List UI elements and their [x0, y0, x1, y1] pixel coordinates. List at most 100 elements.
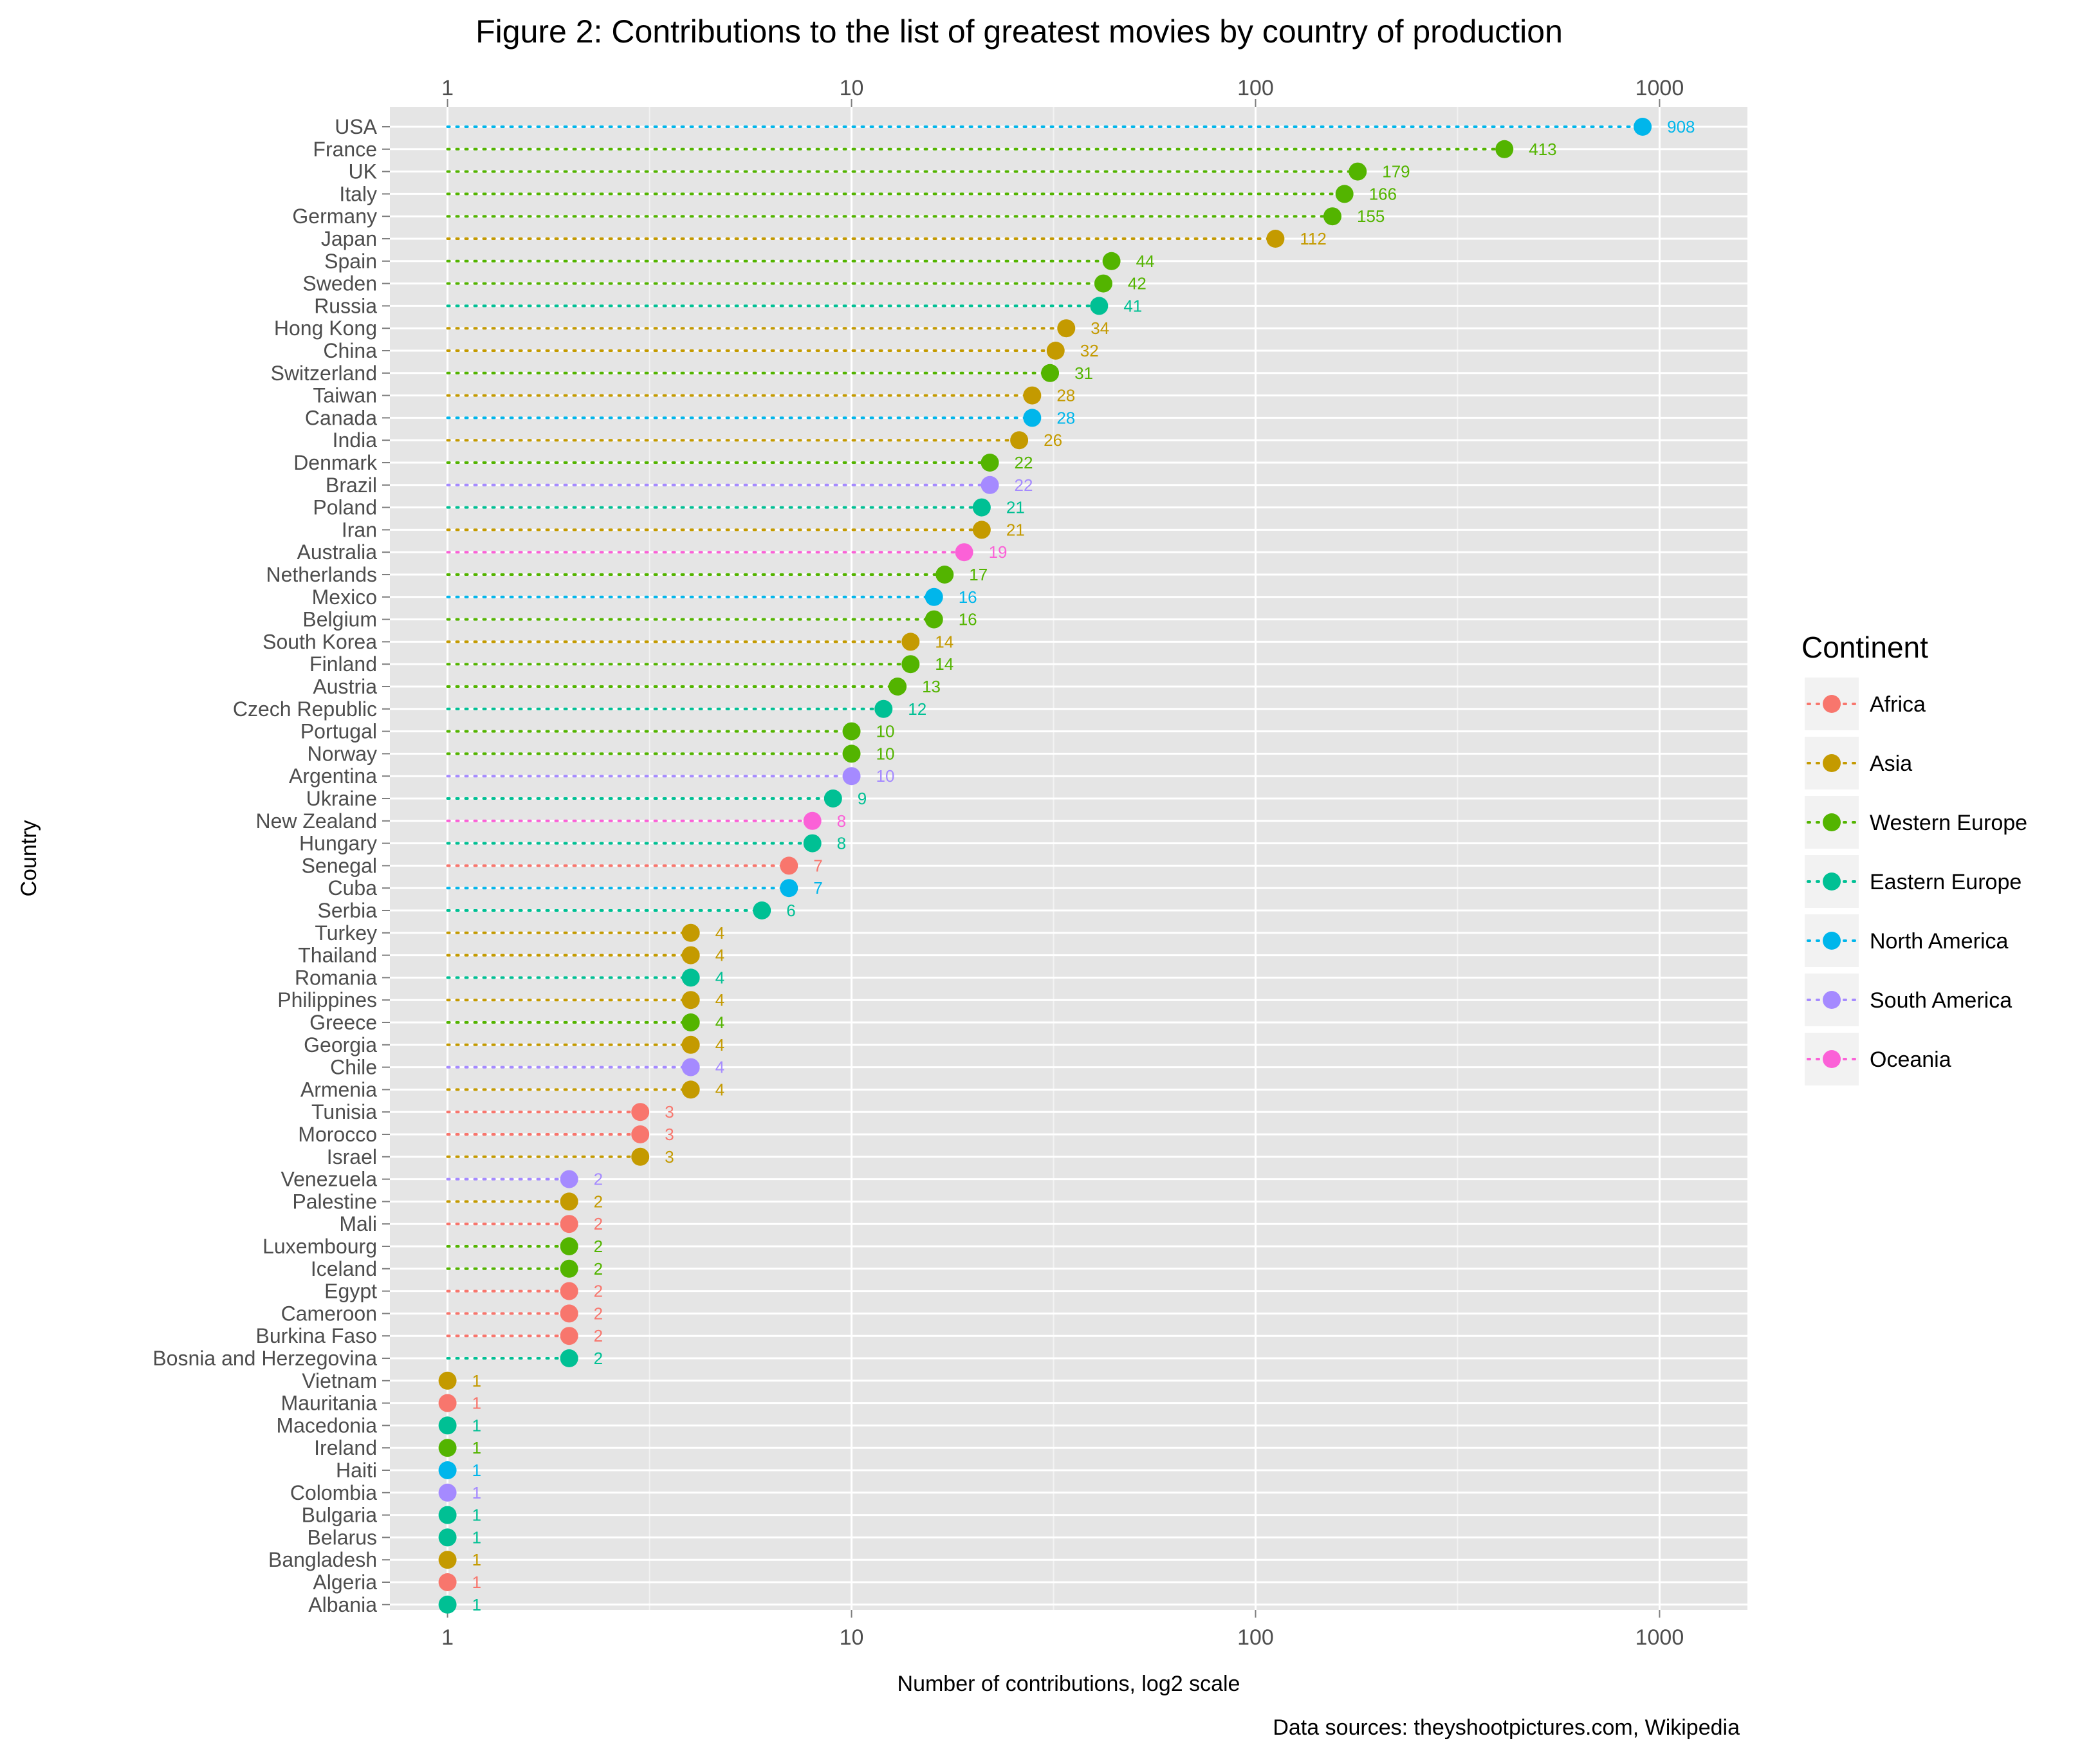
data-label: 908 [1667, 117, 1695, 136]
y-tick-label: Serbia [318, 899, 378, 922]
x-tick-label-bottom: 10 [840, 1625, 864, 1650]
data-label: 21 [1006, 520, 1025, 539]
y-tick-label: Cameroon [281, 1302, 377, 1325]
y-tick-label: Hong Kong [274, 317, 377, 340]
data-point [842, 744, 861, 763]
y-tick-label: Bulgaria [302, 1504, 378, 1527]
y-tick-label: Greece [309, 1011, 377, 1034]
y-tick-label: Philippines [277, 988, 377, 1011]
data-label: 22 [1015, 453, 1033, 472]
data-label: 166 [1369, 184, 1397, 203]
y-tick-label: Denmark [293, 451, 378, 474]
data-point [438, 1483, 457, 1502]
data-label: 17 [969, 565, 988, 584]
data-point [560, 1349, 578, 1367]
y-tick-label: Albania [308, 1593, 377, 1616]
data-point [1090, 297, 1109, 315]
data-label: 3 [665, 1125, 674, 1144]
data-point [560, 1327, 578, 1345]
y-tick-label: Thailand [298, 944, 377, 967]
y-tick-label: Taiwan [313, 384, 377, 407]
data-point [681, 1035, 700, 1054]
data-point [681, 1080, 700, 1099]
data-label: 42 [1128, 274, 1147, 293]
data-label: 413 [1529, 140, 1556, 159]
data-point [874, 699, 893, 718]
y-axis-title: Country [17, 820, 41, 896]
y-tick-label: Brazil [326, 474, 377, 497]
y-tick-label: Bangladesh [268, 1548, 377, 1571]
y-tick-label: Colombia [290, 1481, 377, 1504]
x-tick-label-top: 1 [441, 76, 454, 100]
data-point [955, 543, 973, 562]
x-axis-title: Number of contributions, log2 scale [898, 1672, 1240, 1696]
legend-label: Asia [1870, 752, 1912, 776]
data-point [560, 1215, 578, 1233]
y-tick-label: Spain [324, 250, 377, 273]
y-tick-label: Vietnam [302, 1369, 377, 1392]
data-label: 7 [813, 878, 822, 898]
data-point [560, 1304, 578, 1323]
data-point [981, 475, 999, 494]
data-point [631, 1103, 650, 1122]
data-point [631, 1125, 650, 1143]
y-tick-label: Italy [339, 182, 377, 205]
y-tick-label: Macedonia [276, 1414, 377, 1437]
y-tick-label: India [333, 429, 378, 452]
y-tick-label: New Zealand [255, 809, 377, 833]
data-point [981, 454, 999, 472]
y-tick-label: Mali [339, 1212, 377, 1235]
legend-key [1803, 676, 1860, 732]
data-label: 34 [1091, 318, 1109, 338]
data-point [1023, 409, 1042, 427]
y-tick-label: USA [335, 115, 377, 138]
data-label: 28 [1056, 408, 1075, 427]
data-point [1094, 274, 1112, 293]
y-tick-label: Senegal [302, 854, 377, 877]
data-point [1335, 185, 1354, 203]
data-label: 1 [472, 1483, 481, 1502]
y-tick-label: Germany [292, 205, 377, 228]
y-tick-label: Burkina Faso [255, 1324, 377, 1347]
data-point [438, 1506, 457, 1524]
data-label: 26 [1044, 430, 1062, 450]
y-tick-label: Switzerland [271, 362, 377, 385]
y-tick-label: Portugal [300, 720, 377, 743]
legend: Continent Africa Asia Western Europe Easter… [1801, 631, 2027, 1087]
legend-title: Continent [1801, 631, 1928, 664]
data-label: 1 [472, 1573, 481, 1592]
y-tick-label: Tunisia [311, 1100, 377, 1123]
data-point [1046, 342, 1065, 360]
data-point [438, 1595, 457, 1614]
data-point [753, 901, 771, 919]
data-label: 155 [1357, 207, 1385, 226]
data-point [889, 678, 907, 696]
data-point [681, 946, 700, 965]
legend-key-point [1823, 695, 1841, 713]
y-tick-label: Australia [297, 540, 378, 564]
x-tick-label-top: 10 [840, 76, 864, 100]
data-label: 12 [908, 699, 926, 719]
data-label: 3 [665, 1147, 674, 1167]
data-point [1634, 118, 1652, 136]
legend-key-point [1823, 813, 1841, 831]
data-point [438, 1573, 457, 1591]
legend-key [1803, 735, 1860, 791]
data-label: 4 [715, 990, 724, 1010]
data-point [438, 1439, 457, 1457]
legend-label: South America [1870, 988, 2012, 1013]
y-tick-label: Norway [308, 742, 377, 765]
data-point [901, 632, 920, 651]
data-point [560, 1192, 578, 1211]
y-tick-label: Czech Republic [233, 697, 377, 721]
y-tick-label: UK [349, 160, 377, 183]
y-tick-label: Morocco [298, 1123, 377, 1146]
data-point [681, 1058, 700, 1076]
data-label: 10 [876, 722, 895, 741]
data-label: 2 [594, 1259, 603, 1279]
data-label: 4 [715, 1058, 724, 1077]
legend-label: North America [1870, 929, 2008, 954]
y-tick-label: Mexico [312, 586, 377, 609]
data-label: 31 [1074, 364, 1093, 383]
